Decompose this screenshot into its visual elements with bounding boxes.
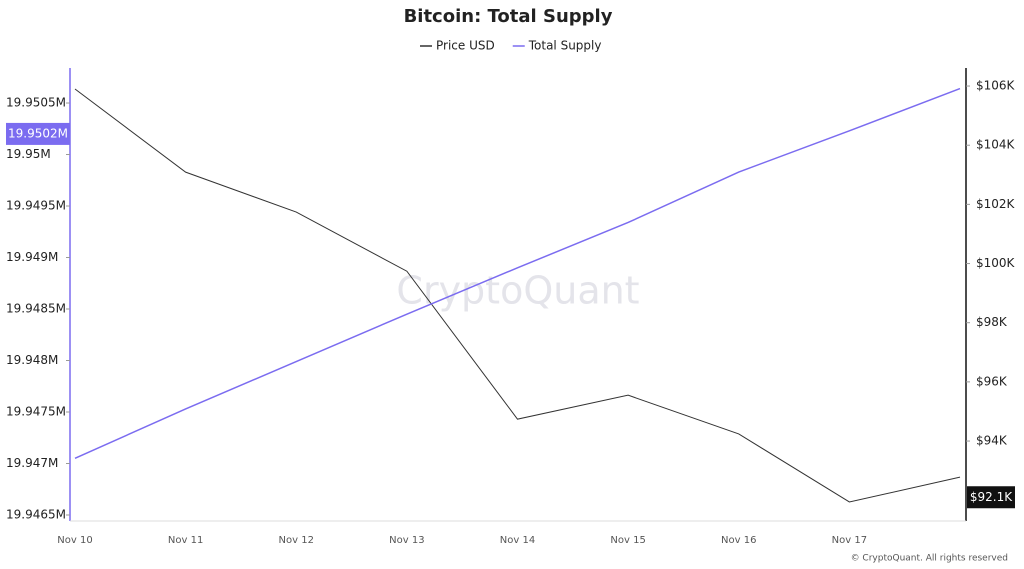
series-line [74, 88, 961, 503]
x-tick-label: Nov 14 [500, 535, 535, 546]
chart-title: Bitcoin: Total Supply [404, 6, 613, 27]
legend-label: Total Supply [528, 39, 602, 53]
last-value-badge: 19.9502M [6, 122, 70, 145]
x-tick-label: Nov 12 [279, 535, 314, 546]
x-tick-label: Nov 13 [389, 535, 424, 546]
legend-label: Price USD [436, 39, 495, 53]
y-tick-label: 19.95M [6, 147, 51, 161]
x-tick-label: Nov 16 [721, 535, 756, 546]
last-value-badge: $92.1K [967, 486, 1015, 509]
badge-bg [6, 122, 70, 145]
y-tick-label: 19.949M [6, 250, 58, 264]
x-tick-label: Nov 10 [57, 535, 92, 546]
badge-label: $92.1K [970, 490, 1013, 504]
y-tick-label: 19.948M [6, 353, 58, 367]
y2-tick-label: $100K [976, 256, 1016, 270]
y-tick-label: 19.9465M [6, 508, 66, 522]
watermark: CryptoQuant [396, 269, 639, 313]
y-tick-label: 19.9505M [6, 96, 66, 110]
y2-tick-label: $94K [976, 434, 1008, 448]
y2-tick-label: $96K [976, 374, 1008, 388]
series-line [74, 87, 961, 460]
x-tick-label: Nov 17 [832, 535, 867, 546]
y2-tick-label: $106K [976, 79, 1016, 93]
y2-tick-label: $102K [976, 197, 1016, 211]
badge-label: 19.9502M [8, 126, 68, 140]
y-tick-label: 19.9475M [6, 405, 66, 419]
x-tick-label: Nov 15 [610, 535, 645, 546]
y-tick-label: 19.9485M [6, 302, 66, 316]
y-tick-label: 19.947M [6, 456, 58, 470]
badge-bg [967, 486, 1015, 509]
credit: © CryptoQuant. All rights reserved [851, 554, 1008, 564]
y2-tick-label: $104K [976, 138, 1016, 152]
y-tick-label: 19.9495M [6, 199, 66, 213]
x-tick-label: Nov 11 [168, 535, 203, 546]
y2-tick-label: $98K [976, 315, 1008, 329]
